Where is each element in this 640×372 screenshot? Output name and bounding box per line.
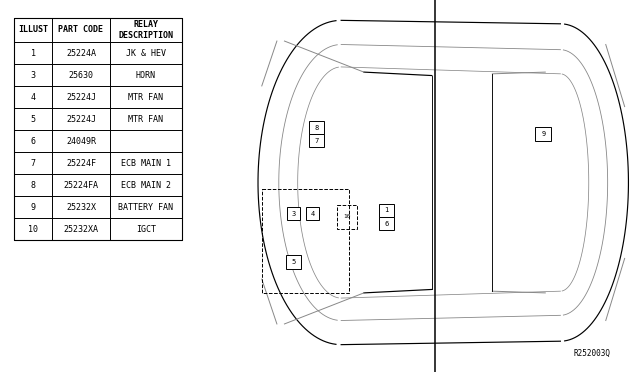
Text: MTR FAN: MTR FAN (129, 115, 163, 124)
Bar (307, 207, 319, 220)
Text: RELAY
DESCRIPTION: RELAY DESCRIPTION (118, 20, 173, 40)
Text: 25232XA: 25232XA (63, 224, 99, 234)
Text: JK & HEV: JK & HEV (126, 48, 166, 58)
Text: 9: 9 (541, 131, 545, 137)
Text: IGCT: IGCT (136, 224, 156, 234)
Bar (309, 121, 324, 134)
Text: ILLUST: ILLUST (18, 26, 48, 35)
Text: 10: 10 (28, 224, 38, 234)
Text: R252003Q: R252003Q (573, 349, 610, 358)
Bar (262, 189, 349, 293)
Text: BATTERY FAN: BATTERY FAN (118, 202, 173, 212)
Text: 9: 9 (31, 202, 35, 212)
Text: 25224F: 25224F (66, 158, 96, 167)
Text: 5: 5 (292, 259, 296, 265)
Text: 3: 3 (31, 71, 35, 80)
Bar (379, 204, 394, 217)
Text: 25232X: 25232X (66, 202, 96, 212)
Text: 25224J: 25224J (66, 115, 96, 124)
Text: 6: 6 (31, 137, 35, 145)
Text: 10: 10 (343, 215, 351, 219)
Text: 1: 1 (31, 48, 35, 58)
Text: MTR FAN: MTR FAN (129, 93, 163, 102)
Text: 3: 3 (292, 211, 296, 217)
Text: 25630: 25630 (68, 71, 93, 80)
Text: ECB MAIN 1: ECB MAIN 1 (121, 158, 171, 167)
Text: 7: 7 (314, 138, 319, 144)
Bar (309, 134, 324, 147)
Text: 25224J: 25224J (66, 93, 96, 102)
Bar (379, 217, 394, 230)
Text: 25224FA: 25224FA (63, 180, 99, 189)
Text: PART CODE: PART CODE (58, 26, 104, 35)
Bar (14, 18, 182, 240)
Text: 25224A: 25224A (66, 48, 96, 58)
Text: 4: 4 (31, 93, 35, 102)
Text: 8: 8 (314, 125, 319, 131)
Text: 6: 6 (385, 221, 388, 227)
Text: HORN: HORN (136, 71, 156, 80)
Bar (287, 255, 301, 269)
Text: 8: 8 (31, 180, 35, 189)
Text: 4: 4 (310, 211, 315, 217)
Bar (287, 207, 300, 220)
Text: 1: 1 (385, 208, 388, 214)
Text: 7: 7 (31, 158, 35, 167)
Text: ECB MAIN 2: ECB MAIN 2 (121, 180, 171, 189)
Text: 5: 5 (31, 115, 35, 124)
Text: 24049R: 24049R (66, 137, 96, 145)
Bar (536, 127, 552, 141)
Bar (337, 205, 357, 229)
